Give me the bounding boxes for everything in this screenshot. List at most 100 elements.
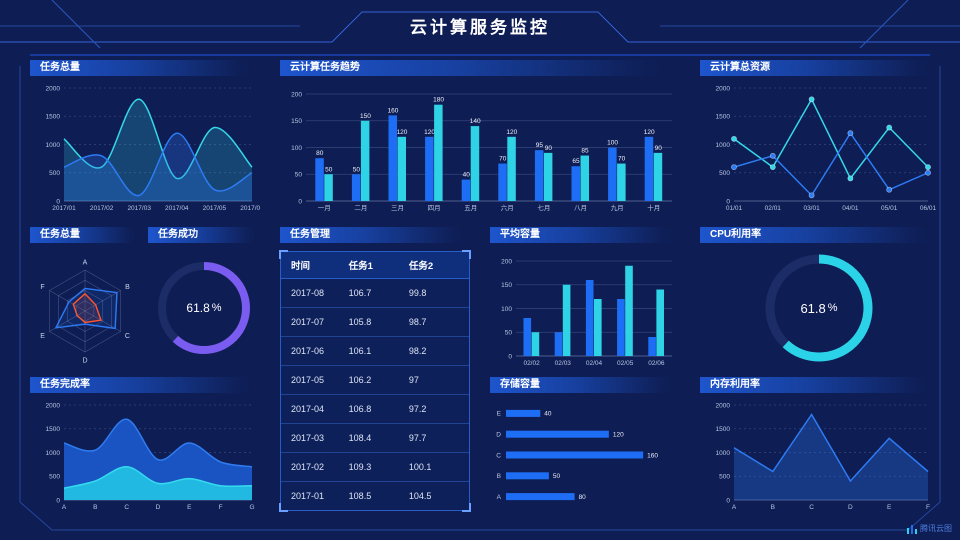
panel-avg-capacity: 平均容量 0 50 100 150 200 02/02 02/03 02/04 02/05 02/…	[490, 227, 680, 371]
panel-title: 存储容量	[500, 379, 540, 390]
table-row: 2017-05 106.2 97	[281, 365, 469, 394]
svg-text:D: D	[82, 358, 87, 365]
svg-text:200: 200	[501, 258, 512, 265]
chart-logo-icon	[907, 524, 917, 534]
svg-text:四月: 四月	[428, 204, 441, 212]
table-cell: 106.8	[348, 404, 372, 414]
table-row: 2017-04 106.8 97.2	[281, 394, 469, 423]
panel-header: 内存利用率	[700, 377, 938, 393]
svg-text:02/06: 02/06	[648, 360, 665, 367]
panel-header: 云计算任务趋势	[280, 60, 680, 76]
table-cell: 2017-06	[291, 346, 325, 356]
svg-text:50: 50	[553, 473, 561, 480]
table-row: 2017-07 105.8 98.7	[281, 307, 469, 336]
svg-text:2000: 2000	[716, 402, 731, 409]
table-cell: 99.8	[408, 288, 427, 298]
table-header-cell: 任务1	[348, 261, 373, 272]
table-row: 2017-08 106.7 99.8	[281, 279, 469, 307]
svg-text:2000: 2000	[716, 85, 731, 92]
table-cell: 2017-08	[291, 288, 325, 298]
svg-text:120: 120	[424, 129, 435, 136]
avg-capacity-bar-chart: 0 50 100 150 200 02/02 02/03 02/04 02/05 02/06	[490, 245, 680, 371]
svg-text:E: E	[187, 504, 192, 511]
storage-hbar-chart: E 40 D 120 C 160 B 50 A 80	[490, 395, 680, 515]
svg-text:2017/05: 2017/05	[203, 205, 227, 212]
svg-text:五月: 五月	[464, 204, 477, 212]
svg-text:D: D	[848, 504, 853, 511]
panel-storage: 存储容量 E 40 D 120 C 160 B 50 A 80	[490, 377, 680, 515]
svg-text:02/04: 02/04	[586, 360, 603, 367]
svg-text:A: A	[732, 504, 737, 511]
svg-text:1000: 1000	[716, 142, 731, 149]
svg-text:50: 50	[505, 330, 513, 337]
svg-text:140: 140	[470, 118, 481, 125]
svg-text:90: 90	[545, 145, 553, 152]
svg-text:二月: 二月	[354, 204, 367, 212]
svg-text:1000: 1000	[46, 142, 61, 149]
svg-text:85: 85	[581, 148, 589, 155]
panel-header: 平均容量	[490, 227, 680, 243]
svg-text:2017/01: 2017/01	[52, 205, 76, 212]
svg-text:A: A	[83, 260, 88, 267]
panel-memory: 内存利用率 0 500 1000 1500 2000 A B C D E F	[700, 377, 938, 515]
svg-text:0: 0	[56, 198, 60, 205]
svg-text:F: F	[40, 284, 44, 291]
svg-text:100: 100	[291, 145, 302, 152]
table-cell: 104.5	[408, 491, 432, 501]
table-cell: 109.3	[348, 462, 372, 472]
svg-text:500: 500	[49, 170, 60, 177]
corner-bracket	[462, 503, 471, 512]
svg-text:2000: 2000	[46, 402, 61, 409]
svg-text:F: F	[926, 504, 930, 511]
svg-text:九月: 九月	[611, 203, 624, 212]
panel-total-resource: 云计算总资源 0 500 1000 1500 2000 01/01 02/01 03/01 04…	[700, 60, 938, 216]
table-header-row: 时间 任务1 任务2	[281, 252, 469, 279]
svg-text:0: 0	[298, 198, 302, 205]
svg-text:七月: 七月	[537, 203, 550, 212]
panel-cpu: CPU利用率 61.8%	[700, 227, 938, 371]
svg-text:0: 0	[508, 353, 512, 360]
task-total-area-chart: 0 500 1000 1500 2000 2017/01 2017/02 2017/03 201…	[30, 78, 265, 216]
svg-text:A: A	[497, 494, 502, 501]
svg-text:95: 95	[536, 142, 544, 149]
svg-text:70: 70	[499, 156, 507, 163]
svg-text:50: 50	[325, 166, 333, 173]
svg-text:100: 100	[501, 306, 512, 313]
panel-completion: 任务完成率 0 500 1000 1500 2000 A B C D E F G	[30, 377, 260, 515]
panel-title: 云计算任务趋势	[290, 62, 360, 73]
dashboard-title: 云计算服务监控	[410, 18, 550, 37]
table-cell: 2017-01	[291, 491, 325, 501]
svg-text:2017/06: 2017/06	[240, 205, 260, 212]
svg-text:一月: 一月	[318, 204, 331, 212]
svg-text:150: 150	[291, 118, 302, 125]
table-row: 2017-03 108.4 97.7	[281, 423, 469, 452]
svg-text:D: D	[496, 432, 501, 439]
table-cell: 2017-05	[291, 375, 325, 385]
table-cell: 97	[408, 375, 419, 385]
panel-title: 任务总量	[40, 229, 80, 240]
svg-text:1500: 1500	[46, 426, 61, 433]
task-trend-bar-chart: 0 50 100 150 200 一月 二月 三月 四月 五月 六月 七月 八月 九月 十月 80 50 160 1…	[280, 78, 680, 216]
svg-text:05/01: 05/01	[881, 205, 898, 212]
svg-text:100: 100	[607, 140, 618, 147]
svg-text:2017/02: 2017/02	[90, 205, 114, 212]
svg-text:200: 200	[291, 91, 302, 98]
svg-text:160: 160	[388, 107, 399, 114]
brand-name: 腾讯云图	[920, 524, 952, 533]
svg-text:B: B	[771, 504, 775, 511]
completion-area-chart: 0 500 1000 1500 2000 A B C D E F G	[30, 395, 260, 515]
table-cell: 98.7	[408, 317, 427, 327]
table-cell: 105.8	[348, 317, 372, 327]
svg-text:1500: 1500	[46, 114, 61, 121]
svg-text:50: 50	[295, 172, 303, 179]
task-radar-chart: A B C D E F	[30, 245, 140, 371]
svg-text:40: 40	[463, 172, 471, 179]
task-success-gauge	[148, 245, 260, 371]
svg-text:04/01: 04/01	[842, 205, 859, 212]
svg-text:80: 80	[316, 150, 324, 157]
svg-text:120: 120	[613, 432, 624, 439]
table-cell: 108.4	[348, 433, 372, 443]
svg-text:G: G	[249, 504, 254, 511]
panel-title: 任务管理	[290, 229, 330, 240]
